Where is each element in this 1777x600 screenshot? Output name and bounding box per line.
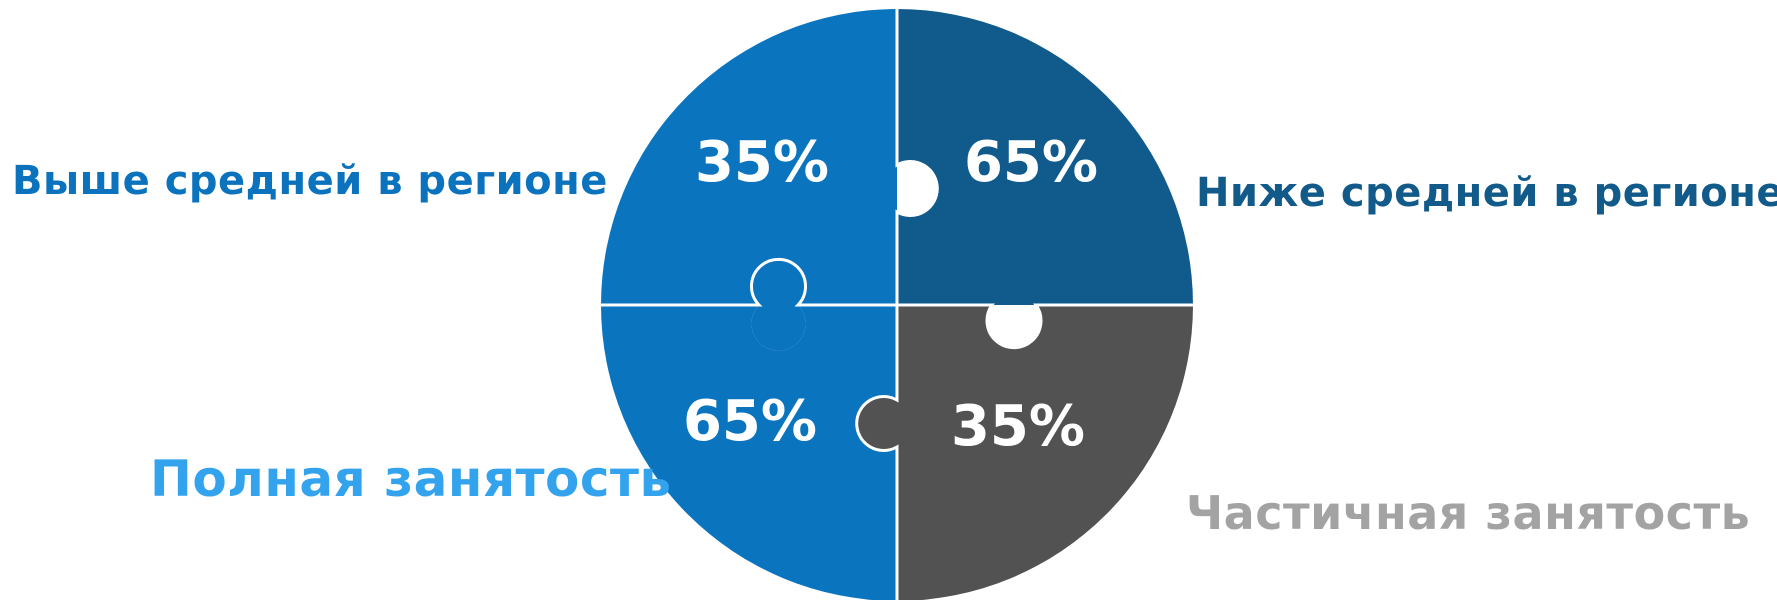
percent-top-right: 65%: [964, 130, 1098, 195]
label-part-time-employment: Частичная занятость: [1186, 486, 1751, 540]
label-above-regional-average: Выше средней в регионе: [12, 158, 608, 204]
puzzle-seams: [601, 9, 1193, 600]
percent-bottom-left: 65%: [683, 389, 817, 454]
label-full-employment: Полная занятость: [150, 450, 672, 508]
percent-bottom-right: 35%: [951, 394, 1085, 459]
percent-top-left: 35%: [695, 130, 829, 195]
label-below-regional-average: Ниже средней в регионе: [1196, 170, 1777, 216]
